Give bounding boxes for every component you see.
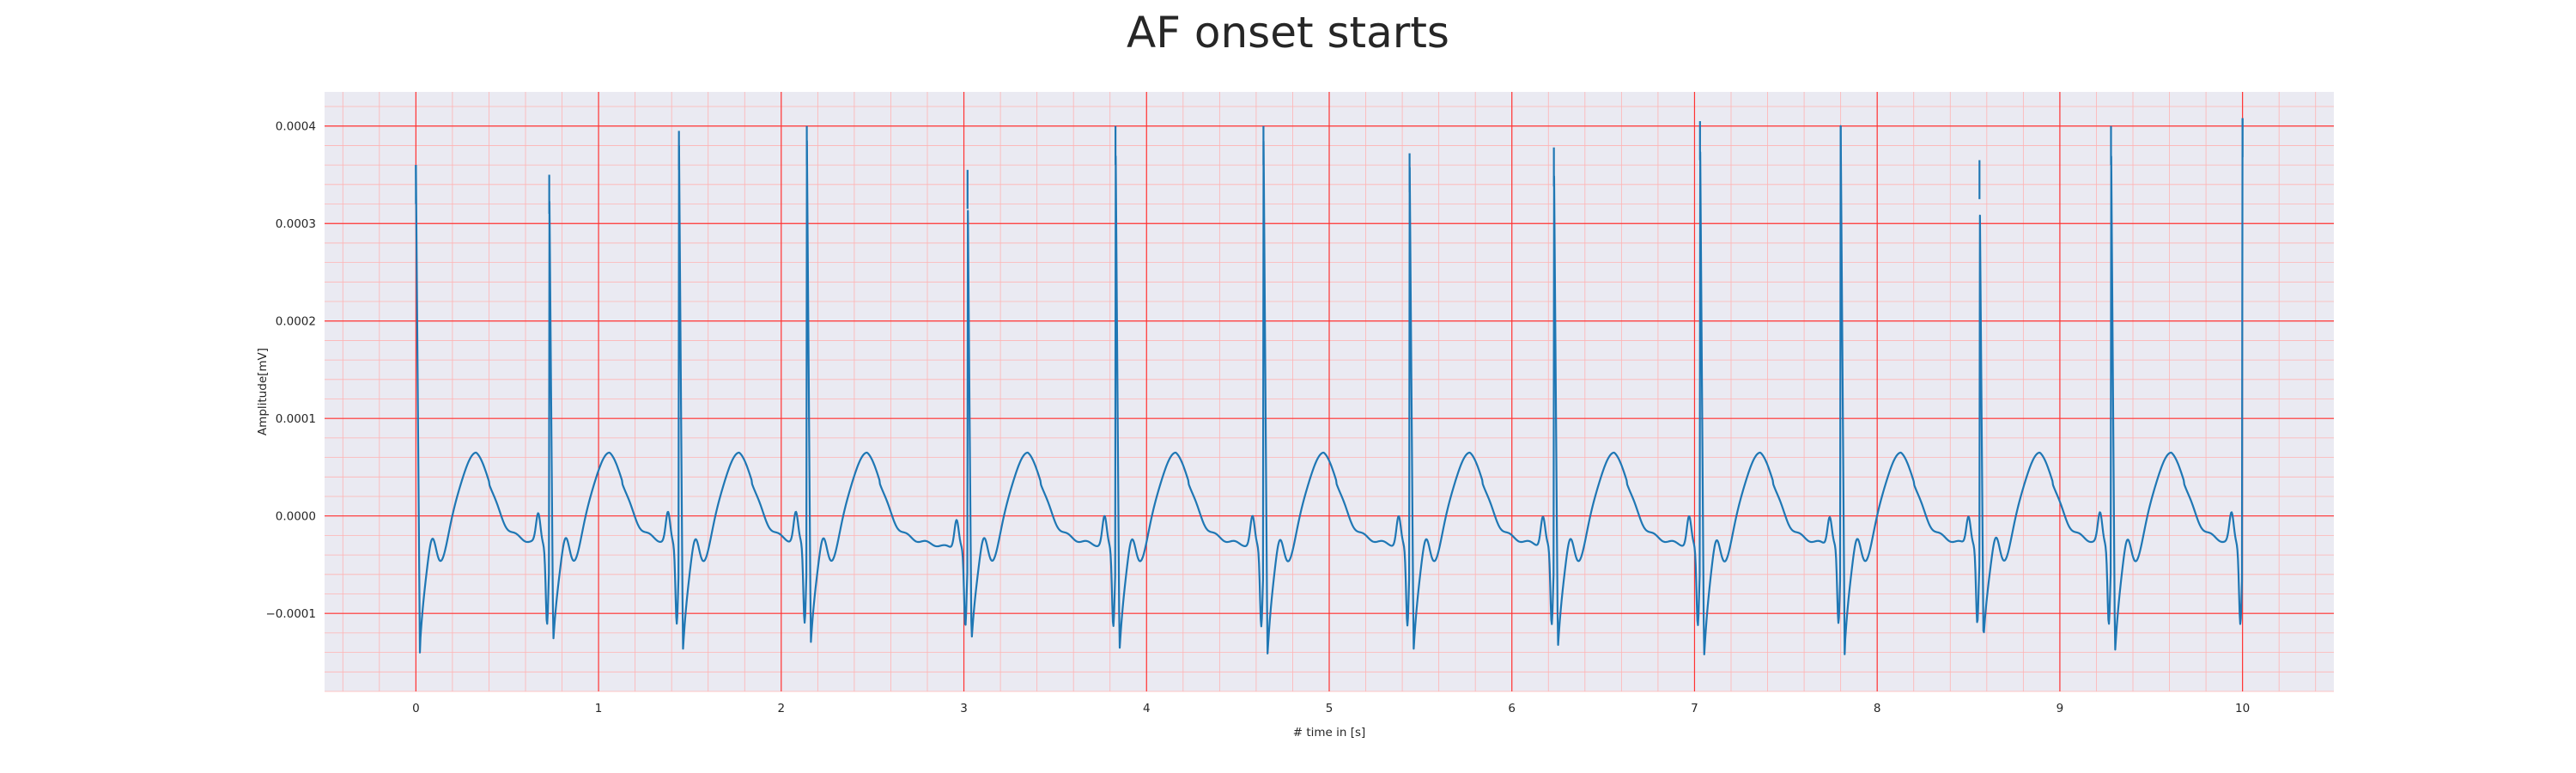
y-tick-label: 0.0004 bbox=[276, 120, 316, 134]
x-tick-label: 8 bbox=[1874, 702, 1881, 715]
major-grid bbox=[325, 92, 2334, 691]
r-peak-markers bbox=[415, 118, 2244, 214]
y-tick-label: 0.0002 bbox=[276, 315, 316, 329]
x-tick-label: 4 bbox=[1143, 702, 1151, 715]
x-tick-label: 6 bbox=[1508, 702, 1516, 715]
x-tick-label: 10 bbox=[2235, 702, 2250, 715]
y-axis-ticks: −0.0001 0.0000 0.0001 0.0002 0.0003 0.0004 bbox=[265, 120, 316, 621]
ecg-signal-line bbox=[415, 118, 2244, 655]
x-tick-label: 9 bbox=[2057, 702, 2064, 715]
x-tick-label: 2 bbox=[778, 702, 786, 715]
x-tick-label: 7 bbox=[1691, 702, 1698, 715]
x-tick-label: 3 bbox=[960, 702, 968, 715]
x-axis-label: # time in [s] bbox=[1293, 726, 1366, 740]
y-tick-label: −0.0001 bbox=[265, 607, 316, 621]
x-tick-label: 1 bbox=[595, 702, 603, 715]
y-axis-label: Amplitude[mV] bbox=[256, 348, 270, 435]
y-tick-label: 0.0000 bbox=[276, 510, 316, 524]
x-tick-label: 0 bbox=[412, 702, 420, 715]
x-tick-label: 5 bbox=[1326, 702, 1334, 715]
y-tick-label: 0.0001 bbox=[276, 412, 316, 426]
y-tick-label: 0.0003 bbox=[276, 217, 316, 231]
chart-title: AF onset starts bbox=[1127, 8, 1449, 58]
x-axis-ticks: 0 1 2 3 4 5 6 7 8 9 10 bbox=[412, 702, 2250, 715]
